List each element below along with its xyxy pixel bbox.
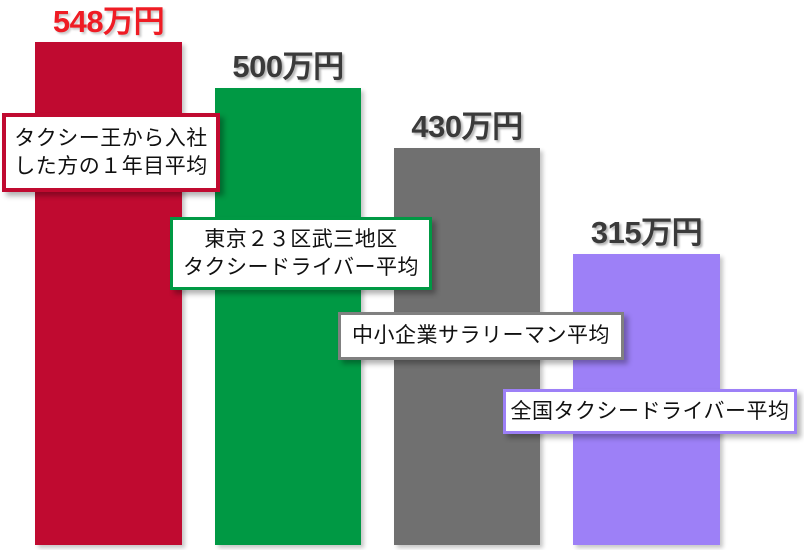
callout-line: タクシードライバー平均: [182, 254, 420, 279]
value-label-sme-salaryman: 430万円: [411, 109, 523, 144]
callout-line: した方の１年目平均: [14, 153, 208, 178]
callout-line: 全国タクシードライバー平均: [510, 398, 790, 423]
callout-line: 中小企業サラリーマン平均: [352, 323, 610, 348]
value-label-tokyo23-busan-district: 500万円: [232, 49, 344, 84]
callout-national-taxi-driver: 全国タクシードライバー平均: [503, 389, 797, 434]
bar-tokyo23-busan-district: [215, 88, 361, 545]
callout-taxi-king-first-year: タクシー王から入社 した方の１年目平均: [2, 113, 220, 192]
callout-tokyo23-busan-district: 東京２３区武三地区 タクシードライバー平均: [170, 217, 432, 290]
callout-line: 東京２３区武三地区: [204, 227, 398, 252]
callout-sme-salaryman: 中小企業サラリーマン平均: [338, 312, 624, 360]
value-label-national-taxi-driver: 315万円: [590, 215, 703, 250]
callout-line: タクシー王から入社: [14, 126, 208, 151]
value-label-taxi-king-first-year: 548万円: [52, 4, 165, 39]
